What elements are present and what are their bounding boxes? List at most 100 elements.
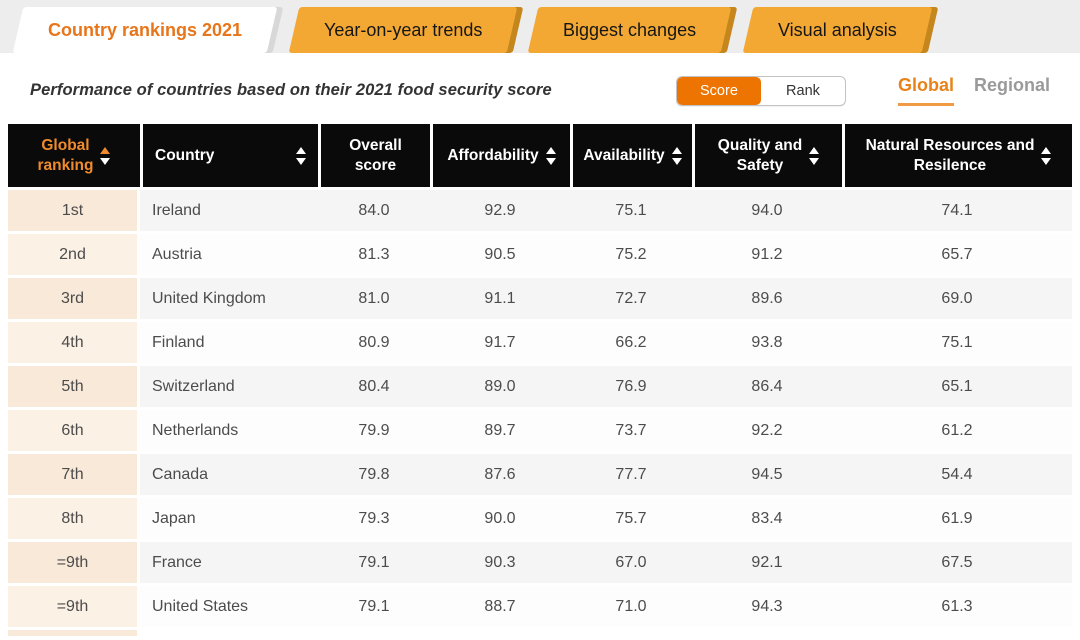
rank-cell: 4th <box>8 322 140 366</box>
score-cell: 75.2 <box>570 234 692 278</box>
country-cell: Ireland <box>140 190 318 234</box>
table-row: 8th Japan 79.3 90.0 75.7 83.4 61.9 <box>8 498 1072 542</box>
score-cell: 81.0 <box>318 278 430 322</box>
rank-cell: 8th <box>8 498 140 542</box>
table-row: 2nd Austria 81.3 90.5 75.2 91.2 65.7 <box>8 234 1072 278</box>
score-cell: 84.0 <box>318 190 430 234</box>
column-label: Natural Resources and Resilence <box>865 136 1035 174</box>
column-header-country[interactable]: Country <box>140 124 318 190</box>
score-cell: 86.4 <box>692 366 842 410</box>
score-cell: 79.3 <box>318 498 430 542</box>
country-cell: Japan <box>140 498 318 542</box>
table-row: 1st Ireland 84.0 92.9 75.1 94.0 74.1 <box>8 190 1072 234</box>
table-row: 3rd United Kingdom 81.0 91.1 72.7 89.6 69.0 <box>8 278 1072 322</box>
score-cell: 79.9 <box>318 410 430 454</box>
score-cell: 91.7 <box>430 322 570 366</box>
score-cell: 65.7 <box>842 234 1072 278</box>
table-row: =9th France 79.1 90.3 67.0 92.1 67.5 <box>8 542 1072 586</box>
tab-bar: Country rankings 2021 Year-on-year trend… <box>0 0 1080 53</box>
score-cell: 72.7 <box>570 278 692 322</box>
column-header-overall-score[interactable]: Overall score <box>318 124 430 190</box>
column-header-quality-safety[interactable]: Quality and Safety <box>692 124 842 190</box>
table-row: 7th Canada 79.8 87.6 77.7 94.5 54.4 <box>8 454 1072 498</box>
score-cell: 66.2 <box>570 322 692 366</box>
rank-cell: 5th <box>8 366 140 410</box>
global-regional-toggle: Global Regional <box>897 75 1050 106</box>
tab-country-rankings-2021[interactable]: Country rankings 2021 <box>12 7 278 53</box>
table-row: 4th Finland 80.9 91.7 66.2 93.8 75.1 <box>8 322 1072 366</box>
table-body: 1st Ireland 84.0 92.9 75.1 94.0 74.1 2nd Austria… <box>8 190 1072 630</box>
table-header-row: Global ranking Country Overall score Afford… <box>8 124 1072 190</box>
score-cell: 71.0 <box>570 586 692 630</box>
sort-arrows-icon[interactable] <box>1041 146 1052 165</box>
sort-arrows-icon[interactable] <box>809 146 820 165</box>
score-cell: 77.7 <box>570 454 692 498</box>
rank-cell: =9th <box>8 586 140 630</box>
country-cell: Austria <box>140 234 318 278</box>
regional-scope-button[interactable]: Regional <box>973 75 1050 95</box>
column-label: Country <box>155 146 215 164</box>
column-label: Availability <box>583 146 665 164</box>
view-controls: Score Rank Global Regional <box>675 75 1050 106</box>
rank-toggle-button[interactable]: Rank <box>786 82 820 99</box>
rank-cell: =9th <box>8 542 140 586</box>
score-cell: 75.1 <box>842 322 1072 366</box>
score-cell: 73.7 <box>570 410 692 454</box>
score-cell: 87.6 <box>430 454 570 498</box>
tab-year-on-year-trends[interactable]: Year-on-year trends <box>288 7 518 53</box>
score-cell: 90.0 <box>430 498 570 542</box>
score-cell: 92.9 <box>430 190 570 234</box>
score-cell: 74.1 <box>842 190 1072 234</box>
tab-label: Year-on-year trends <box>323 20 482 40</box>
score-cell: 91.2 <box>692 234 842 278</box>
column-header-natural-resources[interactable]: Natural Resources and Resilence <box>842 124 1072 190</box>
score-cell: 90.5 <box>430 234 570 278</box>
tab-visual-analysis[interactable]: Visual analysis <box>742 7 932 53</box>
score-cell: 79.1 <box>318 586 430 630</box>
rank-cell: 7th <box>8 454 140 498</box>
rank-cell: 3rd <box>8 278 140 322</box>
score-cell: 76.9 <box>570 366 692 410</box>
tab-label: Country rankings 2021 <box>48 20 243 40</box>
score-cell: 94.0 <box>692 190 842 234</box>
score-cell: 91.1 <box>430 278 570 322</box>
score-cell: 65.1 <box>842 366 1072 410</box>
sort-arrows-icon[interactable] <box>100 146 111 165</box>
sort-arrows-icon[interactable] <box>545 146 556 165</box>
rankings-table: Global ranking Country Overall score Afford… <box>8 124 1072 630</box>
country-cell: Netherlands <box>140 410 318 454</box>
table-row: 6th Netherlands 79.9 89.7 73.7 92.2 61.2 <box>8 410 1072 454</box>
tab-label: Visual analysis <box>777 20 897 40</box>
rank-cell: 6th <box>8 410 140 454</box>
score-toggle-button[interactable]: Score <box>676 76 761 105</box>
score-cell: 54.4 <box>842 454 1072 498</box>
table-row: 5th Switzerland 80.4 89.0 76.9 86.4 65.1 <box>8 366 1072 410</box>
score-cell: 75.1 <box>570 190 692 234</box>
score-cell: 80.9 <box>318 322 430 366</box>
score-cell: 79.1 <box>318 542 430 586</box>
score-cell: 88.7 <box>430 586 570 630</box>
score-cell: 92.1 <box>692 542 842 586</box>
tab-biggest-changes[interactable]: Biggest changes <box>528 7 732 53</box>
score-cell: 92.2 <box>692 410 842 454</box>
column-label: Quality and Safety <box>717 136 803 174</box>
sort-arrows-icon[interactable] <box>296 146 306 165</box>
country-cell: Switzerland <box>140 366 318 410</box>
score-cell: 75.7 <box>570 498 692 542</box>
score-cell: 69.0 <box>842 278 1072 322</box>
score-cell: 61.9 <box>842 498 1072 542</box>
sort-arrows-icon[interactable] <box>671 146 682 165</box>
column-label: Affordability <box>447 146 539 164</box>
column-header-availability[interactable]: Availability <box>570 124 692 190</box>
score-rank-toggle: Score Rank <box>675 75 846 106</box>
column-header-global-ranking[interactable]: Global ranking <box>8 124 140 190</box>
score-cell: 89.6 <box>692 278 842 322</box>
global-scope-button[interactable]: Global <box>897 75 954 106</box>
sub-header: Performance of countries based on their … <box>0 53 1080 124</box>
column-label: Overall score <box>349 136 402 174</box>
country-cell: Canada <box>140 454 318 498</box>
country-cell: France <box>140 542 318 586</box>
rank-cell: 1st <box>8 190 140 234</box>
column-header-affordability[interactable]: Affordability <box>430 124 570 190</box>
score-cell: 61.2 <box>842 410 1072 454</box>
